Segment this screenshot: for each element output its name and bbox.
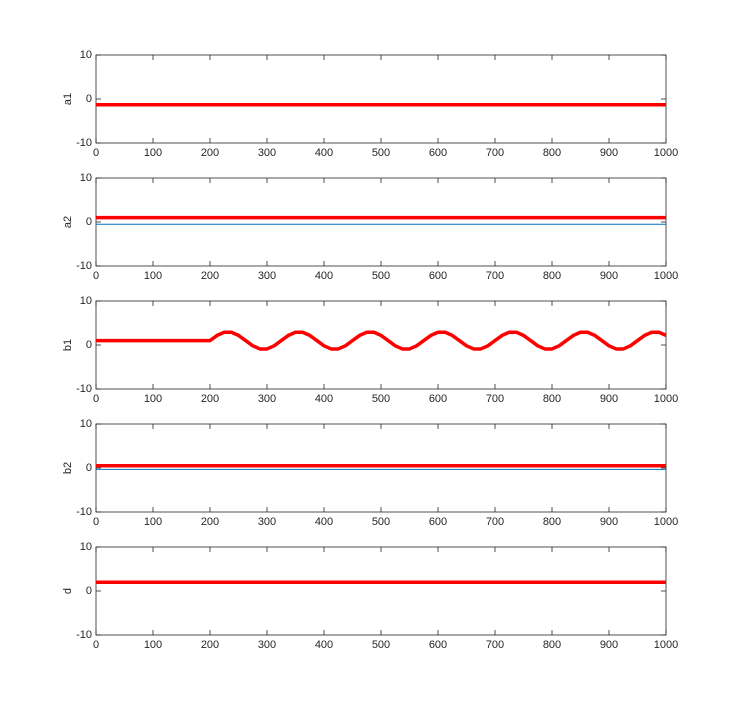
x-tick-label: 0 (93, 516, 99, 528)
x-tick-label: 800 (543, 516, 561, 528)
y-tick-label: 0 (86, 585, 92, 597)
x-tick-label: 600 (429, 270, 447, 282)
x-tick-label: 0 (93, 393, 99, 405)
x-tick-label: 200 (201, 147, 219, 159)
y-tick-label: 0 (86, 216, 92, 228)
axes-box (95, 423, 667, 513)
x-tick-label: 700 (486, 270, 504, 282)
x-tick-label: 1000 (654, 639, 678, 651)
y-axis-label: a2 (62, 216, 74, 228)
x-tick-label: 800 (543, 393, 561, 405)
y-tick-label: 0 (86, 339, 92, 351)
x-tick-label: 300 (258, 270, 276, 282)
series-line (96, 330, 667, 351)
x-tick-label: 100 (144, 270, 162, 282)
x-tick-label: 0 (93, 270, 99, 282)
axes-box (95, 546, 667, 636)
x-tick-label: 400 (315, 270, 333, 282)
x-tick-label: 100 (144, 516, 162, 528)
x-tick-label: 500 (372, 270, 390, 282)
y-tick-label: 10 (80, 295, 92, 307)
y-axis-label: d (62, 588, 74, 594)
x-tick-label: 600 (429, 147, 447, 159)
x-tick-label: 900 (600, 270, 618, 282)
x-tick-label: 0 (93, 639, 99, 651)
y-axis-label: a1 (62, 93, 74, 105)
y-tick-label: 10 (80, 418, 92, 430)
x-tick-label: 1000 (654, 393, 678, 405)
x-tick-label: 800 (543, 270, 561, 282)
x-tick-label: 500 (372, 516, 390, 528)
x-tick-label: 600 (429, 393, 447, 405)
axes-box (95, 300, 667, 390)
x-tick-label: 400 (315, 393, 333, 405)
y-tick-label: 10 (80, 541, 92, 553)
y-tick-label: -10 (76, 629, 92, 641)
x-tick-label: 700 (486, 393, 504, 405)
x-tick-label: 300 (258, 393, 276, 405)
x-tick-label: 300 (258, 516, 276, 528)
x-tick-label: 500 (372, 639, 390, 651)
x-tick-label: 300 (258, 147, 276, 159)
x-tick-label: 200 (201, 393, 219, 405)
x-tick-label: 400 (315, 516, 333, 528)
x-tick-label: 200 (201, 270, 219, 282)
x-tick-label: 100 (144, 147, 162, 159)
x-tick-label: 300 (258, 639, 276, 651)
x-tick-label: 400 (315, 639, 333, 651)
x-tick-label: 900 (600, 393, 618, 405)
x-tick-label: 900 (600, 516, 618, 528)
x-tick-label: 100 (144, 639, 162, 651)
x-tick-label: 500 (372, 147, 390, 159)
x-tick-label: 200 (201, 639, 219, 651)
y-tick-label: 0 (86, 462, 92, 474)
x-tick-label: 800 (543, 639, 561, 651)
y-axis-label: b2 (62, 462, 74, 474)
x-tick-label: 600 (429, 639, 447, 651)
x-tick-label: 0 (93, 147, 99, 159)
y-tick-label: -10 (76, 137, 92, 149)
x-tick-label: 1000 (654, 516, 678, 528)
x-tick-label: 200 (201, 516, 219, 528)
x-tick-label: 100 (144, 393, 162, 405)
axes-box (95, 54, 667, 144)
x-tick-label: 500 (372, 393, 390, 405)
x-tick-label: 800 (543, 147, 561, 159)
y-tick-label: -10 (76, 383, 92, 395)
x-tick-label: 700 (486, 516, 504, 528)
x-tick-label: 1000 (654, 270, 678, 282)
x-tick-label: 900 (600, 639, 618, 651)
y-axis-label: b1 (62, 339, 74, 351)
x-tick-label: 900 (600, 147, 618, 159)
y-tick-label: 0 (86, 93, 92, 105)
x-tick-label: 700 (486, 639, 504, 651)
x-tick-label: 700 (486, 147, 504, 159)
y-tick-label: 10 (80, 49, 92, 61)
y-tick-label: 10 (80, 172, 92, 184)
y-tick-label: -10 (76, 260, 92, 272)
x-tick-label: 1000 (654, 147, 678, 159)
y-tick-label: -10 (76, 506, 92, 518)
axes-box (95, 177, 667, 267)
x-tick-label: 600 (429, 516, 447, 528)
x-tick-label: 400 (315, 147, 333, 159)
